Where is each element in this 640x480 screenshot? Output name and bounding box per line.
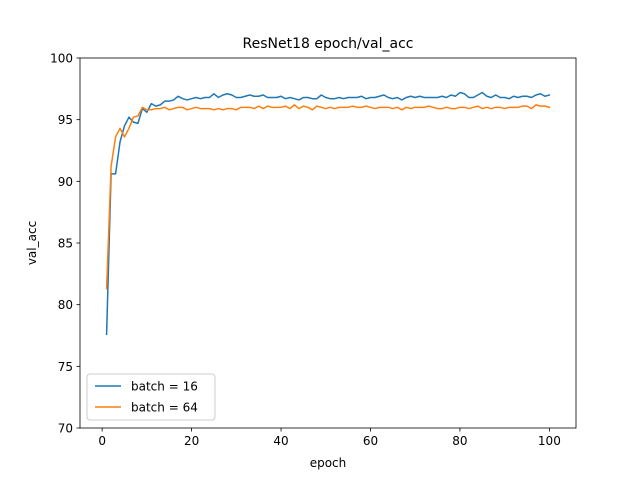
x-tick-label: 80 — [452, 434, 467, 448]
x-tick-label: 40 — [273, 434, 288, 448]
legend-label: batch = 16 — [131, 380, 198, 394]
y-tick-label: 70 — [58, 422, 73, 436]
x-tick-label: 60 — [363, 434, 378, 448]
chart-title: ResNet18 epoch/val_acc — [243, 36, 414, 52]
series-line-batch-16 — [105, 91, 551, 336]
y-tick-label: 100 — [50, 52, 73, 66]
y-tick-label: 85 — [58, 237, 73, 251]
y-tick-label: 95 — [58, 113, 73, 127]
y-tick-label: 75 — [58, 360, 73, 374]
plot-lines — [105, 91, 551, 336]
legend: batch = 16 batch = 64 — [86, 373, 216, 421]
series-line-batch-64 — [105, 104, 551, 290]
x-tick-label: 100 — [538, 434, 561, 448]
y-tick-label: 80 — [58, 298, 73, 312]
y-tick-label: 90 — [58, 175, 73, 189]
legend-label: batch = 64 — [131, 401, 198, 415]
x-tick-label: 20 — [184, 434, 199, 448]
axes: 0 20 40 60 80 100 70 75 80 85 90 95 100 — [50, 52, 577, 448]
x-tick-label: 0 — [98, 434, 106, 448]
x-axis-label: epoch — [310, 456, 347, 470]
y-axis-label: val_acc — [25, 221, 39, 265]
